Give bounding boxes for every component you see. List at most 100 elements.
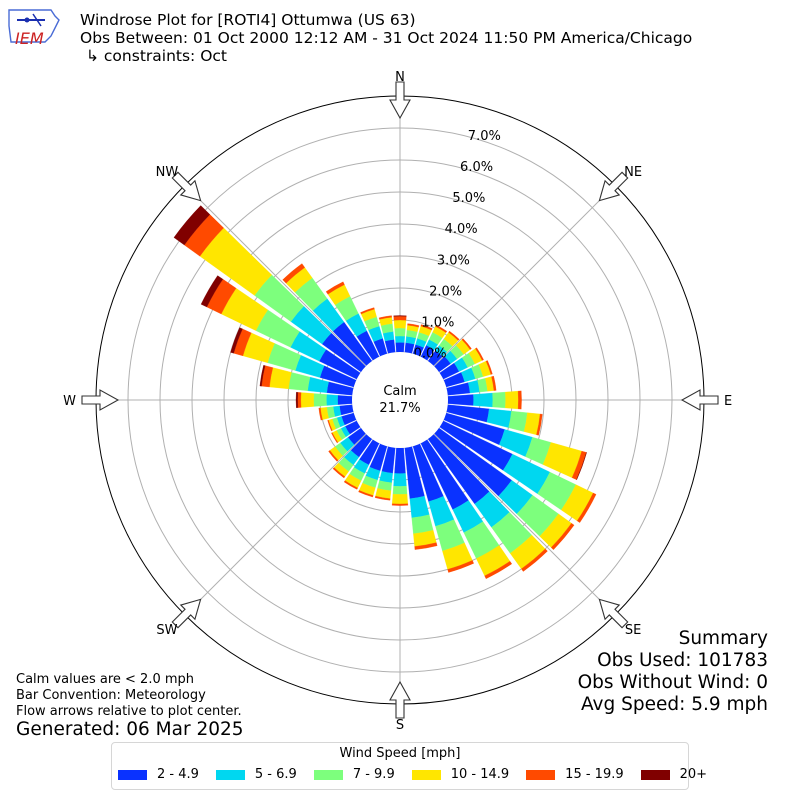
flow-arrow — [680, 389, 719, 411]
windrose-bar-segment — [435, 324, 448, 333]
windrose-bar-segment — [269, 367, 292, 390]
windrose-bar-segment — [331, 432, 339, 444]
legend-swatch — [313, 769, 343, 780]
avg-speed: Avg Speed: 5.9 mph — [580, 694, 768, 715]
legend-swatch — [640, 769, 670, 780]
calm-note: Calm values are < 2.0 mph — [16, 672, 195, 687]
windrose-bar-segment — [318, 407, 323, 421]
compass-label-se: SE — [625, 623, 641, 638]
radial-tick-labels: 0.0%1.0%2.0%3.0%4.0%5.0%6.0%7.0% — [414, 129, 501, 361]
compass-label-ne: NE — [624, 165, 642, 180]
windrose-bar-segment — [200, 275, 224, 308]
windrose-bar-segment — [395, 335, 405, 343]
legend-item: 5 - 6.9 — [215, 767, 297, 782]
windrose-bar-segment — [536, 413, 543, 436]
flow-arrow — [389, 81, 411, 120]
grid-spoke — [184, 184, 367, 367]
radial-tick-label: 5.0% — [452, 191, 485, 206]
windrose-bar-segment — [473, 392, 493, 408]
legend-item: 15 - 19.9 — [526, 767, 624, 782]
windrose-bar-segment — [392, 493, 408, 505]
windrose-bar-segment — [394, 447, 406, 474]
windrose-bar-segment — [307, 376, 329, 393]
windrose-bar-segment — [300, 392, 315, 408]
windrose-bar-segment — [486, 408, 512, 428]
radial-tick-label: 7.0% — [468, 129, 501, 144]
radial-tick-label: 2.0% — [429, 284, 462, 299]
flow-arrow — [389, 680, 411, 719]
windrose-bar-segment — [393, 473, 407, 487]
legend-title: Wind Speed [mph] — [339, 746, 461, 761]
legend-item: 7 - 9.9 — [313, 767, 395, 782]
compass-label-e: E — [724, 394, 732, 409]
windrose-bar-segment — [343, 480, 358, 490]
chart-title: Windrose Plot for [ROTI4] Ottumwa (US 63… — [80, 11, 416, 29]
radial-tick-label: 4.0% — [445, 222, 478, 237]
legend-swatch — [118, 769, 147, 780]
legend-label: 7 - 9.9 — [352, 767, 395, 782]
bar-convention-note: Bar Convention: Meteorology — [16, 688, 206, 703]
iem-logo: IEM — [5, 6, 63, 50]
legend-label: 2 - 4.9 — [157, 767, 199, 782]
windrose-bar-segment — [393, 319, 407, 329]
windrose-bar-segment — [282, 263, 305, 284]
windrose-bar-segment — [327, 419, 333, 432]
flow-arrow — [598, 171, 629, 202]
windrose-bar-segment — [576, 492, 597, 523]
radial-tick-label: 6.0% — [460, 160, 493, 175]
calm-value: 21.7% — [379, 401, 420, 416]
windrose-bar-segment — [505, 390, 519, 410]
windrose-bar-segment — [491, 375, 497, 391]
windrose-bar-segment — [384, 339, 396, 354]
legend-item: 20+ — [640, 767, 707, 782]
windrose-bar-segment — [485, 360, 493, 375]
legend-label: 10 - 14.9 — [450, 767, 510, 782]
windrose-bar-segment — [550, 523, 575, 550]
windrose-bar-segment — [230, 327, 243, 354]
notes-block: Calm values are < 2.0 mph Bar Convention… — [16, 672, 242, 720]
windrose-bar-segment — [173, 205, 211, 246]
compass-label-nw: NW — [156, 165, 179, 180]
windrose-bar-segment — [447, 394, 474, 406]
windrose-bar-segment — [339, 404, 354, 416]
windrose-bar-segment — [393, 316, 407, 321]
windrose-bar-segment — [395, 342, 405, 353]
windrose-bar-segment — [407, 323, 420, 328]
windrose-bar-segment — [393, 315, 407, 317]
radial-tick-label: 3.0% — [437, 253, 470, 268]
legend-items: 2 - 4.9 5 - 6.9 7 - 9.9 10 - 14.9 15 - 19.9 2… — [118, 767, 724, 782]
obs-without-wind: Obs Without Wind: 0 — [577, 672, 768, 693]
grid-spoke — [433, 184, 616, 367]
windrose-bar-segment — [378, 315, 392, 320]
legend-label: 5 - 6.9 — [254, 767, 297, 782]
flow-arrows-note: Flow arrows relative to plot center. — [16, 704, 242, 719]
compass-label-w: W — [63, 394, 76, 409]
legend: Wind Speed [mph] 2 - 4.9 5 - 6.9 7 - 9.9 10… — [111, 742, 707, 790]
radial-tick-label: 1.0% — [421, 315, 454, 330]
flow-arrow — [81, 389, 120, 411]
windrose-bar-segment — [508, 410, 528, 432]
windrose-bar-segment — [521, 548, 548, 572]
windrose-bar-segment — [337, 395, 353, 405]
calm-circle — [352, 352, 448, 448]
flow-arrow — [598, 598, 629, 629]
windrose-bar-segment — [461, 338, 472, 350]
windrose-bar-segment — [259, 365, 266, 387]
generated-date: Generated: 06 Mar 2025 — [16, 719, 244, 740]
obs-between: Obs Between: 01 Oct 2000 12:12 AM - 31 O… — [80, 29, 693, 47]
logo-text: IEM — [15, 29, 44, 48]
windrose-bar-segment — [484, 561, 513, 579]
windrose-bar-segment — [392, 485, 408, 495]
windrose-bar-segment — [325, 281, 345, 295]
windrose-bar-segment — [288, 372, 311, 391]
compass-label-s: S — [396, 718, 404, 733]
windrose-bar-segment — [332, 467, 346, 479]
windrose-bar-segment — [326, 394, 338, 406]
flow-arrow — [171, 598, 202, 629]
legend-label: 15 - 19.9 — [565, 767, 624, 782]
windrose-bar-segment — [358, 490, 374, 498]
windrose-bar-segment — [475, 347, 484, 361]
windrose-bar-segment — [420, 324, 433, 331]
calm-label: Calm — [383, 384, 416, 399]
flow-arrow — [171, 171, 202, 202]
